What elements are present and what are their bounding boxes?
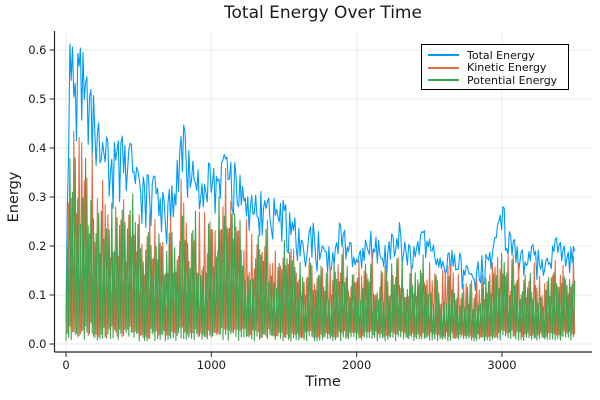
y-tick-label: 0.1: [28, 288, 46, 302]
chart-title: Total Energy Over Time: [224, 3, 422, 23]
x-tick-label: 1000: [197, 358, 226, 372]
x-tick-label: 3000: [487, 358, 516, 372]
y-tick-label: 0.4: [28, 141, 46, 155]
x-axis-label: Time: [305, 374, 341, 390]
series-potential-energy: [65, 157, 576, 342]
legend-line-potential-energy: [428, 79, 459, 82]
y-tick-label: 0.3: [28, 190, 46, 204]
x-tick-label: 2000: [342, 358, 371, 372]
y-tick-label: 0.6: [28, 43, 46, 57]
y-tick-label: 0.0: [28, 337, 46, 351]
legend-line-kinetic-energy: [428, 66, 459, 69]
legend-item-kinetic-energy: Kinetic Energy: [422, 62, 568, 75]
y-tick-label: 0.5: [28, 92, 46, 106]
legend-label-total-energy: Total Energy: [467, 48, 535, 62]
legend-line-total-energy: [428, 54, 459, 57]
y-axis-label: Energy: [6, 171, 22, 223]
series-total-energy: [65, 43, 576, 320]
legend-item-total-energy: Total Energy: [422, 49, 568, 62]
legend-label-potential-energy: Potential Energy: [467, 73, 558, 87]
legend-item-potential-energy: Potential Energy: [422, 74, 568, 87]
legend: Total Energy Kinetic Energy Potential En…: [421, 44, 569, 90]
y-tick-label: 0.2: [28, 239, 46, 253]
legend-label-kinetic-energy: Kinetic Energy: [467, 61, 547, 75]
x-tick-label: 0: [62, 358, 69, 372]
